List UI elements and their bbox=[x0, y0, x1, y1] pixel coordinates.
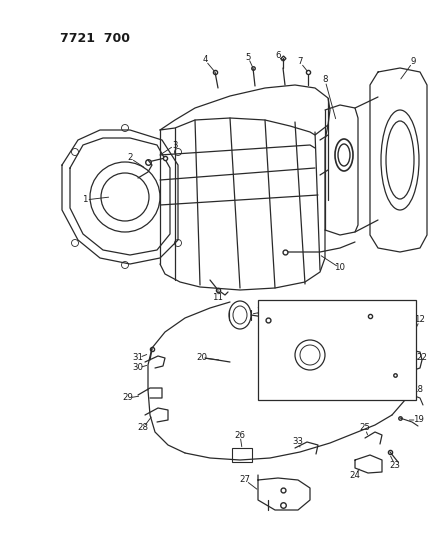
Bar bbox=[232, 448, 252, 462]
Text: 15: 15 bbox=[256, 334, 268, 343]
Text: 2: 2 bbox=[127, 154, 133, 163]
Text: 10: 10 bbox=[335, 263, 345, 272]
Text: 18: 18 bbox=[413, 385, 423, 394]
Text: 25: 25 bbox=[360, 424, 371, 432]
Text: 1: 1 bbox=[82, 196, 88, 205]
Text: 5: 5 bbox=[245, 52, 251, 61]
Text: 19: 19 bbox=[413, 416, 423, 424]
Text: 30: 30 bbox=[133, 364, 143, 373]
Text: 14: 14 bbox=[259, 303, 270, 312]
Text: 3: 3 bbox=[172, 141, 178, 149]
Text: 13: 13 bbox=[372, 303, 383, 312]
Text: 6: 6 bbox=[275, 51, 281, 60]
Text: 16: 16 bbox=[259, 348, 270, 357]
Text: 8: 8 bbox=[322, 76, 328, 85]
Text: 32: 32 bbox=[256, 308, 268, 317]
Text: 17: 17 bbox=[262, 367, 273, 376]
Text: 4: 4 bbox=[202, 55, 208, 64]
Text: 20: 20 bbox=[196, 353, 208, 362]
Text: 33: 33 bbox=[292, 438, 303, 447]
Bar bbox=[258, 300, 416, 400]
Text: 22: 22 bbox=[416, 353, 428, 362]
Text: 23: 23 bbox=[389, 461, 401, 470]
Text: 29: 29 bbox=[122, 393, 134, 402]
Text: 26: 26 bbox=[235, 431, 246, 440]
Text: 21: 21 bbox=[324, 316, 336, 325]
Text: 28: 28 bbox=[137, 424, 149, 432]
Text: 9: 9 bbox=[410, 58, 416, 67]
Text: 12: 12 bbox=[414, 316, 425, 325]
Text: 24: 24 bbox=[350, 471, 360, 480]
Text: 7721  700: 7721 700 bbox=[60, 31, 130, 44]
Text: 11: 11 bbox=[212, 294, 223, 303]
Text: 31: 31 bbox=[133, 353, 143, 362]
Text: 27: 27 bbox=[240, 475, 250, 484]
Text: 7: 7 bbox=[297, 58, 303, 67]
